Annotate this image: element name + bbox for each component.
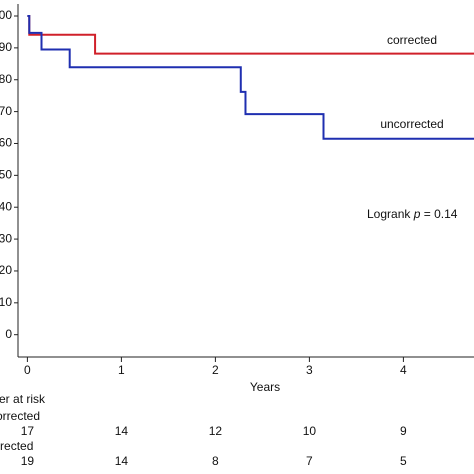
risk-value: 14 [115, 424, 129, 438]
x-axis-label: Years [250, 380, 280, 394]
y-tick-label: 0 [5, 327, 12, 341]
risk-value: 10 [303, 424, 317, 438]
y-tick-label: 90 [0, 40, 12, 54]
risk-value: 5 [400, 454, 407, 468]
y-tick-label: 10 [0, 295, 12, 309]
risk-value: 9 [400, 424, 407, 438]
y-tick-label: 50 [0, 168, 12, 182]
risk-value: 12 [209, 424, 223, 438]
x-tick-label: 0 [24, 363, 31, 377]
legend-label: uncorrected [380, 117, 443, 131]
risk-value: 19 [21, 454, 35, 468]
y-tick-label: 70 [0, 104, 12, 118]
annotation-italic: p [413, 207, 421, 221]
risk-value: 17 [21, 424, 35, 438]
x-tick-label: 3 [306, 363, 313, 377]
annotation: Logrank p = 0.14 [367, 207, 458, 221]
x-tick-label: 4 [400, 363, 407, 377]
legend-label: corrected [387, 33, 437, 47]
annotation-text: = 0.14 [420, 207, 457, 221]
risk-row-name: uncorrected [0, 439, 33, 453]
survival-line [27, 15, 474, 140]
risk-value: 14 [115, 454, 129, 468]
y-tick-label: 100 [0, 8, 12, 22]
y-tick-label: 60 [0, 136, 12, 150]
x-tick-label: 1 [118, 363, 125, 377]
x-tick-label: 2 [212, 363, 219, 377]
y-tick-label: 20 [0, 263, 12, 277]
y-tick-label: 80 [0, 72, 12, 86]
risk-value: 7 [306, 454, 313, 468]
annotation-text: Logrank [367, 207, 414, 221]
risk-table-title: Number at risk [0, 392, 46, 406]
y-tick-label: 30 [0, 231, 12, 245]
y-tick-label: 40 [0, 199, 12, 213]
risk-row-name: corrected [0, 409, 40, 423]
risk-value: 8 [212, 454, 219, 468]
